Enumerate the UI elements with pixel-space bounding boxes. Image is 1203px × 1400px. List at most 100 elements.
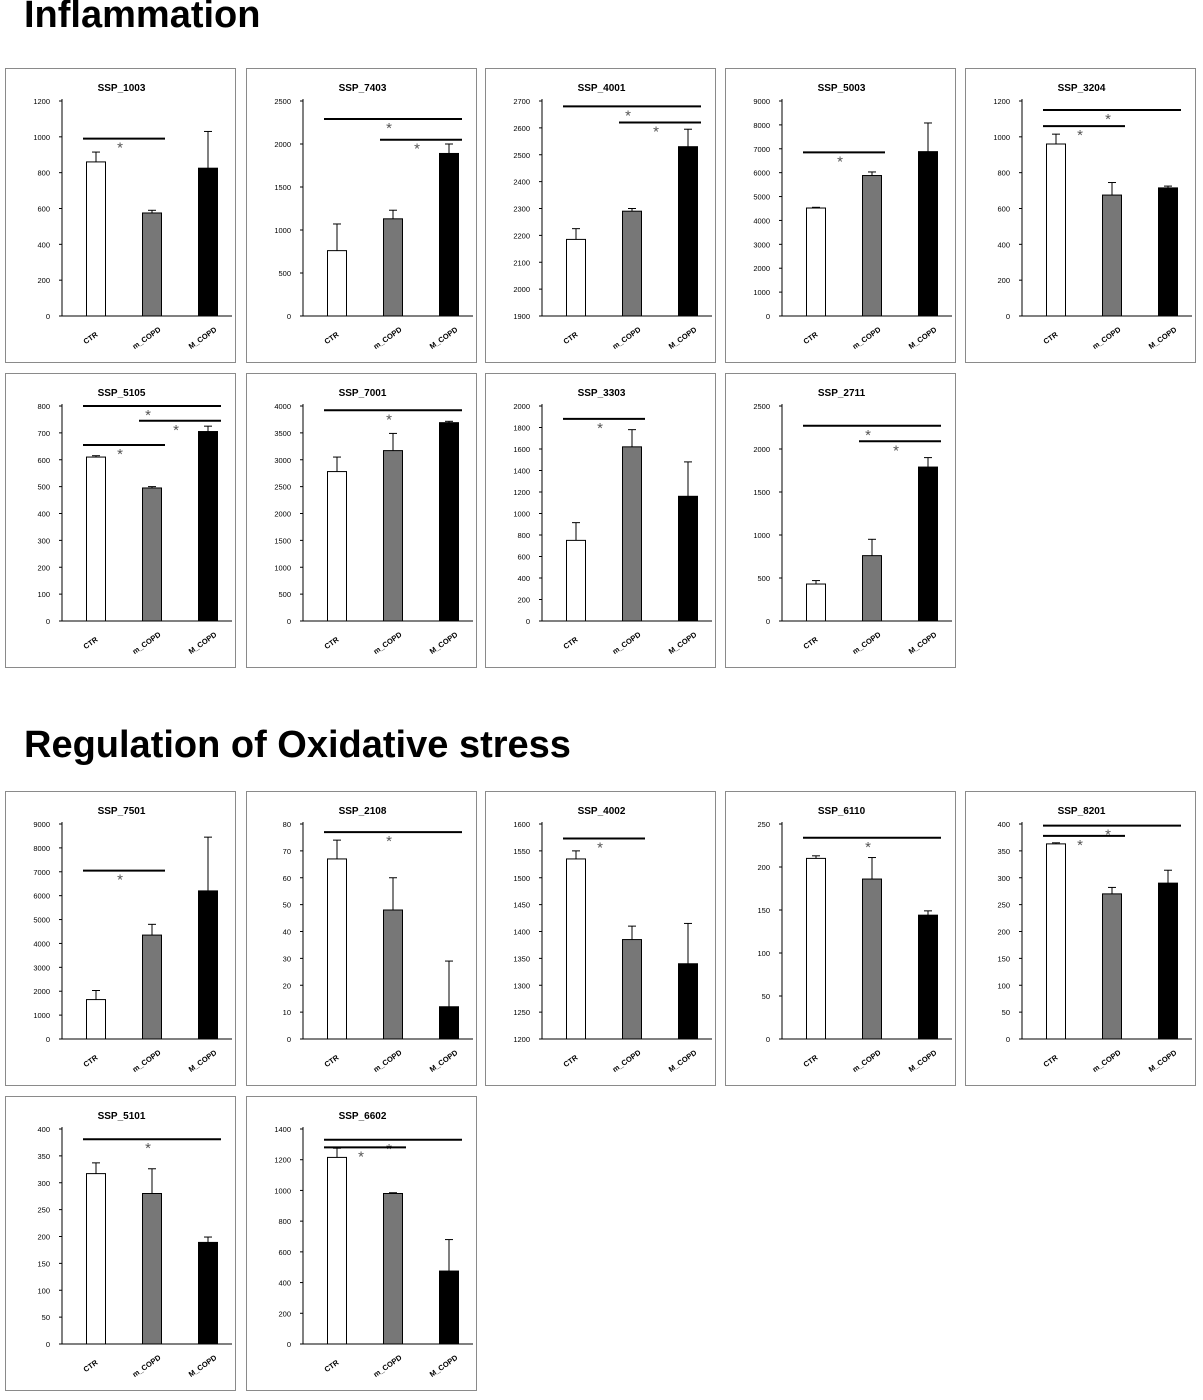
y-tick-label: 1200	[993, 97, 1010, 106]
category-label: M_COPD	[428, 325, 460, 351]
chart-title: SSP_5101	[98, 1111, 146, 1122]
chart-svg: SSP_6110 0 50 100 150 200 250 CTR m_COPD M_COPD *	[757, 806, 952, 1074]
significance-star: *	[145, 1140, 151, 1157]
y-tick-label: 200	[278, 1309, 291, 1318]
section-title-inflammation: Inflammation	[24, 0, 261, 36]
y-tick-label: 1000	[753, 531, 770, 540]
y-tick-label: 1400	[513, 928, 530, 937]
chart-panel: SSP_7403 0 500 1000 1500 2000 2500 CTR m_COPD M_C…	[246, 68, 477, 363]
significance-star: *	[1077, 837, 1083, 854]
chart-title: SSP_5003	[818, 83, 866, 94]
y-tick-label: 1200	[513, 1035, 530, 1044]
bar-m-copd	[1102, 194, 1122, 317]
category-label: M_COPD	[1147, 1048, 1179, 1074]
bar-ctr	[327, 471, 347, 622]
y-tick-label: 1400	[513, 467, 530, 476]
y-tick-label: 4000	[33, 939, 50, 948]
y-tick-label: 0	[287, 312, 291, 321]
y-tick-label: 0	[766, 312, 770, 321]
y-tick-label: 1200	[513, 488, 530, 497]
bar-m-copd	[383, 909, 403, 1040]
y-tick-label: 0	[287, 1035, 291, 1044]
category-label: CTR	[323, 635, 341, 652]
y-tick-label: 7000	[753, 145, 770, 154]
category-label: M_COPD	[907, 630, 939, 656]
y-tick-label: 400	[997, 240, 1010, 249]
bar-m-copd	[862, 878, 882, 1040]
bar-ctr	[86, 161, 106, 317]
category-label: CTR	[323, 1358, 341, 1375]
y-tick-label: 800	[278, 1217, 291, 1226]
category-label: M_COPD	[667, 1048, 699, 1074]
significance-star: *	[837, 153, 843, 170]
bar-m-copd	[918, 466, 938, 622]
bar-m-copd	[622, 210, 642, 317]
y-tick-label: 4000	[274, 402, 291, 411]
y-tick-label: 100	[37, 590, 50, 599]
significance-star: *	[117, 140, 123, 157]
category-label: M_COPD	[907, 1048, 939, 1074]
chart-svg: SSP_5003 0 1000 2000 3000 4000 5000 6000 7000 800…	[753, 83, 952, 351]
category-label: M_COPD	[667, 630, 699, 656]
y-tick-label: 1900	[513, 312, 530, 321]
chart-svg: SSP_3204 0 200 400 600 800 1000 1200 CTR m_COPD M_…	[993, 83, 1192, 351]
chart-title: SSP_3303	[578, 388, 626, 399]
chart-panel: SSP_7501 0 1000 2000 3000 4000 5000 6000 7000 800…	[5, 791, 236, 1086]
category-label: CTR	[1042, 1053, 1060, 1070]
y-tick-label: 3000	[753, 240, 770, 249]
y-tick-label: 800	[37, 402, 50, 411]
chart-title: SSP_2711	[818, 388, 866, 399]
y-tick-label: 9000	[33, 820, 50, 829]
significance-star: *	[117, 872, 123, 889]
y-tick-label: 2200	[513, 231, 530, 240]
y-tick-label: 0	[287, 1340, 291, 1349]
bar-ctr	[806, 857, 826, 1040]
category-label: M_COPD	[187, 1048, 219, 1074]
y-tick-label: 400	[997, 820, 1010, 829]
chart-panel: SSP_4001 1900 2000 2100 2200 2300 2400 2500 2600…	[485, 68, 716, 363]
y-tick-label: 400	[37, 1125, 50, 1134]
y-tick-label: 400	[37, 510, 50, 519]
y-tick-label: 1000	[513, 510, 530, 519]
y-tick-label: 300	[37, 1179, 50, 1188]
y-tick-label: 600	[37, 456, 50, 465]
bar-ctr	[806, 583, 826, 622]
significance-star: *	[358, 1148, 364, 1165]
chart-title: SSP_7501	[98, 806, 146, 817]
chart-panel: SSP_2108 0 10 20 30 40 50 60 70 80 CTR m_COPD M_COPD…	[246, 791, 477, 1086]
y-tick-label: 2500	[753, 402, 770, 411]
chart-panel: SSP_8201 0 50 100 150 200 250 300 350 400 CTR m_COP…	[965, 791, 1196, 1086]
chart-panel: SSP_7001 0 500 1000 1500 2000 2500 3000 3500 4000…	[246, 373, 477, 668]
bar-ctr	[566, 539, 586, 622]
y-tick-label: 50	[42, 1313, 50, 1322]
category-label: m_COPD	[611, 630, 643, 656]
chart-panel: SSP_5101 0 50 100 150 200 250 300 350 400 CTR m_COP…	[5, 1096, 236, 1391]
chart-title: SSP_8201	[1058, 806, 1106, 817]
y-tick-label: 1300	[513, 981, 530, 990]
y-tick-label: 600	[517, 553, 530, 562]
y-tick-label: 150	[997, 954, 1010, 963]
y-tick-label: 800	[997, 169, 1010, 178]
y-tick-label: 700	[37, 429, 50, 438]
chart-svg: SSP_4002 1200 1250 1300 1350 1400 1450 1500 1550…	[513, 806, 712, 1074]
y-tick-label: 2300	[513, 205, 530, 214]
y-tick-label: 600	[997, 205, 1010, 214]
significance-star: *	[1077, 127, 1083, 144]
category-label: m_COPD	[372, 1353, 404, 1379]
y-tick-label: 200	[37, 276, 50, 285]
bar-ctr	[1046, 143, 1066, 317]
y-tick-label: 200	[757, 863, 770, 872]
category-label: m_COPD	[611, 325, 643, 351]
y-tick-label: 2000	[753, 264, 770, 273]
y-tick-label: 1250	[513, 1008, 530, 1017]
chart-panel: SSP_5105 0 100 200 300 400 500 600 700 800 CTR m_CO…	[5, 373, 236, 668]
y-tick-label: 80	[283, 820, 291, 829]
category-label: CTR	[562, 635, 580, 652]
bar-ctr	[327, 1156, 347, 1345]
y-tick-label: 2500	[274, 97, 291, 106]
chart-panel: SSP_5003 0 1000 2000 3000 4000 5000 6000 7000 800…	[725, 68, 956, 363]
y-tick-label: 0	[526, 617, 530, 626]
bar-m-copd	[678, 963, 698, 1040]
significance-star: *	[597, 420, 603, 437]
chart-svg: SSP_2108 0 10 20 30 40 50 60 70 80 CTR m_COPD M_COPD…	[283, 806, 473, 1074]
